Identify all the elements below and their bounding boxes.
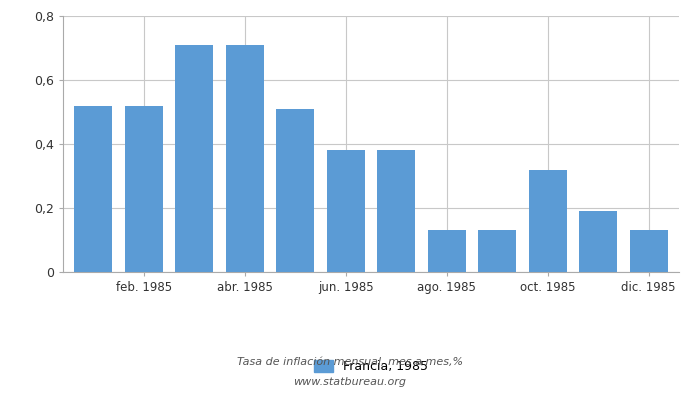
Bar <box>276 109 314 272</box>
Text: www.statbureau.org: www.statbureau.org <box>293 377 407 387</box>
Legend: Francia, 1985: Francia, 1985 <box>314 360 428 373</box>
Bar <box>428 230 466 272</box>
Bar <box>478 230 516 272</box>
Bar <box>74 106 112 272</box>
Bar <box>528 170 567 272</box>
Bar <box>175 45 214 272</box>
Text: Tasa de inflación mensual, mes a mes,%: Tasa de inflación mensual, mes a mes,% <box>237 357 463 367</box>
Bar <box>580 211 617 272</box>
Bar <box>226 45 264 272</box>
Bar <box>630 230 668 272</box>
Bar <box>125 106 162 272</box>
Bar <box>377 150 415 272</box>
Bar <box>327 150 365 272</box>
